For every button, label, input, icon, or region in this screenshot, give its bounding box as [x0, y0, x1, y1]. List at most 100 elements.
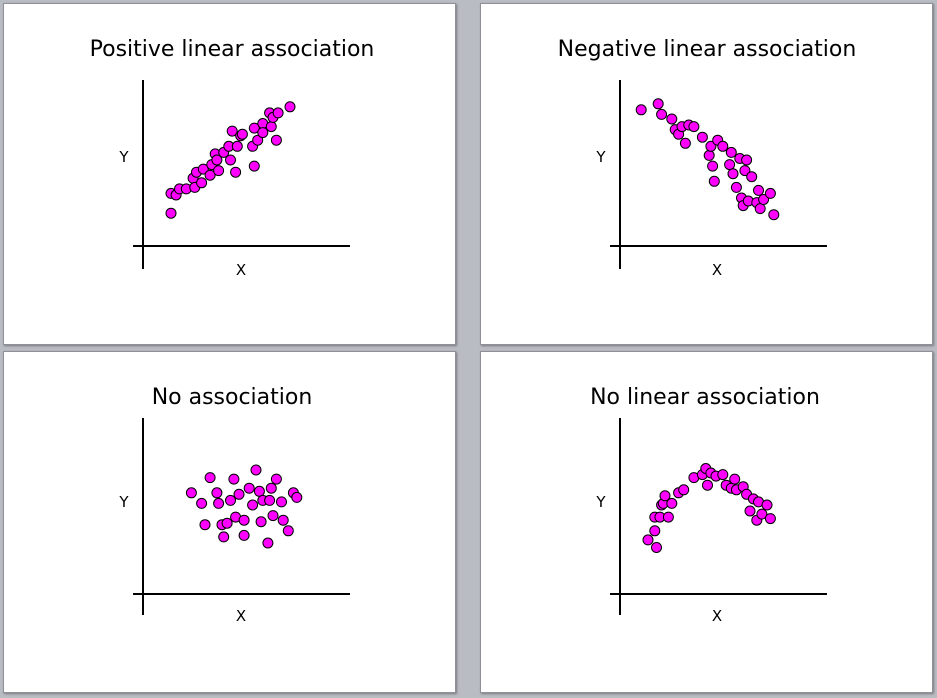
data-point — [744, 505, 756, 517]
chart-title: No linear association — [590, 385, 820, 410]
data-point — [272, 107, 284, 119]
scatter-plot-positive: Positive linear association Y X — [90, 37, 375, 279]
data-point — [727, 168, 739, 180]
data-point — [725, 146, 737, 158]
data-point — [277, 514, 289, 526]
chart-title: Positive linear association — [90, 37, 375, 62]
data-points — [635, 98, 780, 221]
data-point — [243, 482, 255, 494]
data-point — [284, 101, 296, 113]
data-point — [291, 491, 303, 503]
data-point — [255, 516, 267, 528]
data-point — [238, 529, 250, 541]
data-point — [662, 511, 674, 523]
data-point — [213, 165, 225, 177]
data-point — [238, 514, 250, 526]
data-point — [724, 159, 736, 171]
data-point — [703, 149, 715, 161]
chart-title: No association — [152, 385, 313, 410]
y-axis-label: Y — [118, 493, 129, 511]
data-point — [652, 98, 664, 110]
data-point — [758, 194, 770, 205]
data-point — [666, 113, 678, 125]
chart-panel-no-association: No association Y X — [3, 351, 456, 693]
data-point — [225, 494, 236, 506]
chart-panel-no-linear: No linear association Y X — [480, 351, 933, 693]
x-axis-label: X — [712, 261, 722, 279]
data-point — [211, 154, 223, 166]
data-point — [250, 464, 262, 476]
data-point — [754, 203, 766, 215]
data-point — [756, 508, 768, 520]
data-point — [702, 479, 713, 491]
data-point — [688, 121, 700, 133]
data-points — [642, 463, 776, 553]
data-point — [230, 166, 242, 178]
data-point — [270, 473, 282, 485]
data-point — [197, 163, 209, 175]
data-point — [739, 165, 751, 177]
chart-panel-negative: Negative linear association Y X — [480, 3, 933, 345]
data-point — [635, 104, 647, 116]
chart-panel-positive: Positive linear association Y X — [3, 3, 456, 345]
data-point — [659, 490, 671, 502]
data-point — [204, 169, 216, 181]
data-point — [649, 525, 661, 537]
data-points — [185, 464, 303, 549]
data-point — [233, 488, 245, 500]
data-point — [248, 122, 260, 134]
data-point — [225, 154, 236, 166]
data-point — [248, 160, 260, 172]
data-point — [717, 469, 729, 481]
data-point — [678, 484, 690, 496]
scatter-plot-no-association: No association Y X — [118, 385, 350, 625]
x-axis-label: X — [236, 607, 246, 625]
data-point — [753, 184, 764, 196]
data-point — [276, 496, 287, 508]
data-point — [666, 497, 678, 509]
data-point — [218, 531, 230, 543]
data-point — [768, 209, 780, 221]
data-point — [707, 160, 719, 172]
data-point — [764, 187, 776, 199]
data-point — [265, 482, 277, 494]
data-point — [262, 537, 274, 549]
data-point — [679, 137, 691, 149]
data-point — [226, 125, 238, 137]
data-point — [257, 127, 269, 139]
data-point — [741, 154, 753, 166]
data-point — [199, 519, 211, 531]
data-point — [730, 181, 742, 193]
x-axis-label: X — [712, 607, 722, 625]
x-axis-label: X — [236, 261, 246, 279]
y-axis-label: Y — [118, 148, 129, 166]
data-point — [185, 487, 197, 499]
data-points — [165, 101, 296, 219]
data-point — [253, 485, 265, 497]
data-point — [196, 177, 208, 189]
data-point — [729, 473, 741, 485]
scatter-plot-no-linear: No linear association Y X — [590, 385, 827, 625]
data-point — [651, 542, 662, 553]
data-point — [221, 517, 233, 529]
data-point — [696, 131, 708, 143]
y-axis-label: Y — [595, 148, 606, 166]
data-point — [247, 499, 259, 511]
data-point — [761, 499, 773, 511]
data-point — [265, 121, 277, 133]
data-point — [196, 497, 208, 509]
data-point — [236, 128, 248, 140]
data-point — [270, 134, 282, 146]
data-point — [213, 497, 225, 509]
data-point — [656, 108, 668, 120]
data-point — [228, 473, 240, 485]
data-point — [708, 175, 720, 187]
data-point — [231, 140, 243, 152]
data-point — [764, 513, 776, 525]
data-point — [282, 525, 294, 537]
data-point — [165, 207, 177, 219]
data-point — [264, 494, 276, 506]
data-point — [252, 134, 264, 146]
data-point — [705, 140, 717, 152]
